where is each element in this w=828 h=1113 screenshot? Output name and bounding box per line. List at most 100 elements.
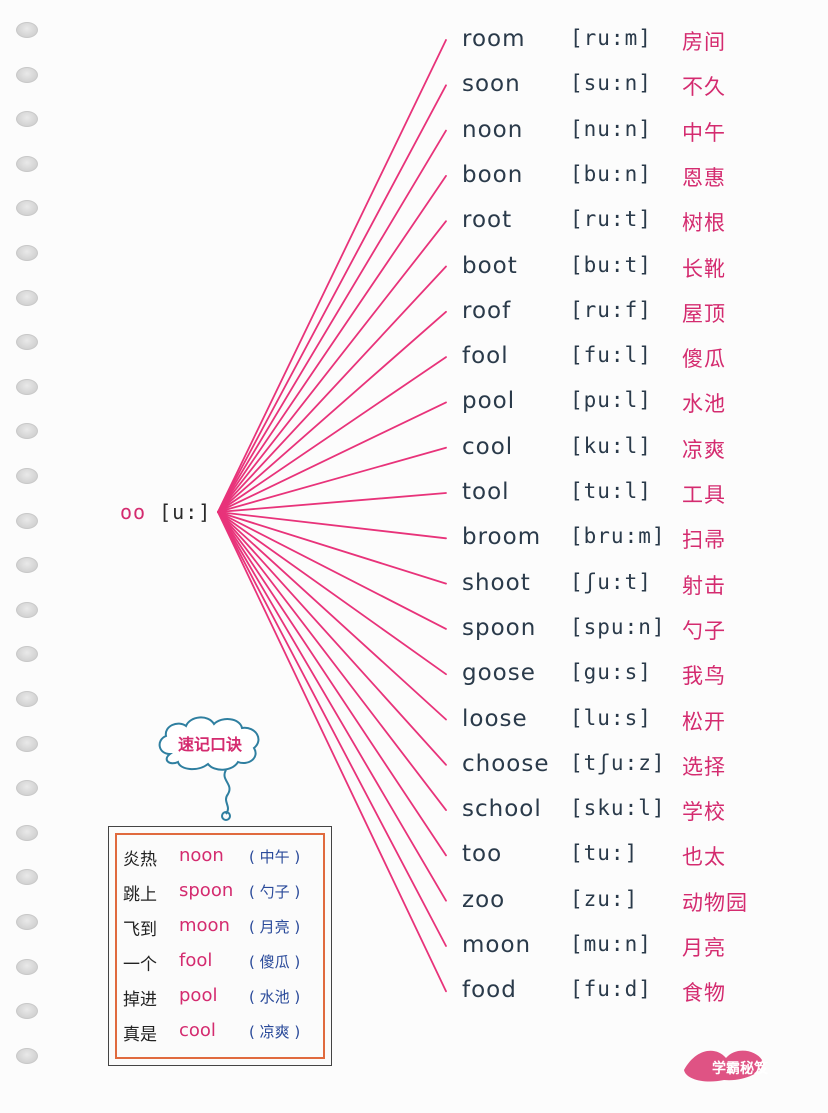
- root-phonetic: [u:]: [159, 500, 212, 524]
- mnemonic-line: 真是 cool ( 凉爽 ): [123, 1020, 323, 1050]
- word-text: tool: [462, 479, 510, 505]
- root-sound-label: oo [u:]: [120, 500, 211, 524]
- connector-line: [217, 511, 447, 630]
- word-meaning: 松开: [682, 709, 726, 734]
- word-row: goose [gu:s] 我鸟: [462, 660, 822, 694]
- word-row: school [sku:l] 学校: [462, 796, 822, 830]
- connector-line: [217, 129, 447, 513]
- word-phonetic: [mu:n]: [570, 932, 652, 956]
- connector-line: [217, 174, 447, 513]
- binder-hole: [16, 289, 38, 306]
- word-phonetic: [gu:s]: [570, 660, 652, 685]
- connector-line: [217, 511, 447, 540]
- word-text: cool: [462, 433, 514, 460]
- binder-hole: [16, 1047, 38, 1064]
- mnemonic-gloss: ( 勺子 ): [249, 883, 301, 901]
- binder-hole: [16, 200, 38, 217]
- connector-line: [217, 220, 447, 513]
- word-phonetic: [tʃu:z]: [570, 750, 666, 775]
- word-text: noon: [462, 116, 524, 143]
- mnemonic-box: 炎热 noon ( 中午 ) 跳上 spoon ( 勺子 ) 飞到 moon ( 月亮 ) 一个 f…: [108, 826, 332, 1066]
- binder-hole: [16, 66, 38, 83]
- word-meaning: 月亮: [682, 936, 726, 960]
- mnemonic-en: moon: [179, 915, 230, 936]
- mnemonic-line: 炎热 noon ( 中午 ): [123, 845, 323, 875]
- binder-hole: [16, 378, 38, 395]
- mnemonic-line: 跳上 spoon ( 勺子 ): [123, 880, 323, 910]
- word-meaning: 扫帚: [682, 528, 726, 553]
- binder-hole: [16, 691, 38, 707]
- word-meaning: 射击: [682, 573, 726, 598]
- word-text: zoo: [462, 886, 506, 913]
- mnemonic-gloss: ( 傻瓜 ): [249, 953, 301, 971]
- word-phonetic: [sku:l]: [570, 796, 666, 821]
- word-text: food: [462, 977, 517, 1004]
- word-phonetic: [ru:f]: [570, 297, 652, 322]
- mnemonic-cn: 飞到: [123, 920, 157, 940]
- connector-line: [217, 356, 447, 513]
- word-row: loose [lu:s] 松开: [462, 706, 822, 740]
- connector-line: [217, 511, 447, 766]
- word-meaning: 恩惠: [682, 165, 726, 190]
- word-phonetic: [nu:n]: [570, 116, 652, 141]
- mnemonic-gloss: ( 水池 ): [249, 988, 301, 1006]
- mnemonic-box-inner: [115, 833, 325, 1059]
- word-row: spoon [spu:n] 勺子: [462, 615, 822, 649]
- word-row: fool [fu:l] 傻瓜: [462, 343, 822, 377]
- binder-hole: [16, 245, 38, 261]
- mnemonic-gloss: ( 凉爽 ): [249, 1023, 301, 1041]
- word-row: room [ru:m] 房间: [462, 26, 822, 60]
- connector-line: [217, 310, 447, 513]
- word-meaning: 水池: [682, 392, 726, 417]
- word-phonetic: [ʃu:t]: [570, 569, 652, 594]
- word-phonetic: [ku:l]: [570, 433, 652, 458]
- word-phonetic: [ru:t]: [570, 207, 652, 232]
- binder-hole: [16, 869, 38, 886]
- binder-hole: [16, 601, 38, 618]
- word-row: cool [ku:l] 凉爽: [462, 434, 822, 468]
- word-text: shoot: [462, 569, 531, 596]
- mnemonic-cn: 一个: [123, 955, 157, 975]
- word-meaning: 傻瓜: [682, 347, 726, 372]
- connector-line: [217, 511, 447, 676]
- watermark: 学霸秘笈: [676, 1040, 806, 1086]
- binder-hole: [16, 824, 38, 841]
- connector-line: [217, 84, 447, 513]
- word-meaning: 选择: [682, 754, 726, 779]
- word-row: tool [tu:l] 工具: [462, 479, 822, 513]
- word-text: room: [462, 26, 526, 52]
- word-meaning: 房间: [682, 30, 726, 54]
- connector-line: [217, 511, 447, 585]
- word-meaning: 凉爽: [682, 437, 726, 462]
- word-row: too [tu:] 也太: [462, 841, 822, 875]
- word-meaning: 不久: [682, 75, 726, 100]
- word-phonetic: [fu:d]: [570, 977, 652, 1002]
- mnemonic-line: 飞到 moon ( 月亮 ): [123, 915, 323, 945]
- mnemonic-cn: 掉进: [123, 990, 157, 1010]
- word-row: choose [tʃu:z] 选择: [462, 751, 822, 785]
- word-text: boot: [462, 252, 518, 279]
- binder-hole: [16, 155, 38, 172]
- word-row: shoot [ʃu:t] 射击: [462, 570, 822, 604]
- mnemonic-en: fool: [179, 950, 213, 971]
- word-text: school: [462, 796, 542, 823]
- cloud-icon: [158, 716, 260, 771]
- word-text: soon: [462, 71, 521, 98]
- mnemonic-en: pool: [179, 985, 218, 1006]
- word-meaning: 我鸟: [682, 664, 726, 689]
- word-phonetic: [su:n]: [570, 71, 652, 96]
- connector-line: [217, 446, 447, 513]
- word-phonetic: [ru:m]: [570, 26, 652, 50]
- word-phonetic: [bu:n]: [570, 161, 652, 186]
- mnemonic-en: spoon: [179, 880, 234, 901]
- connector-line: [217, 511, 447, 721]
- word-row: roof [ru:f] 屋顶: [462, 298, 822, 332]
- connector-line: [217, 511, 447, 993]
- word-row: food [fu:d] 食物: [462, 977, 822, 1011]
- word-phonetic: [bu:t]: [570, 252, 652, 277]
- binder-hole: [16, 735, 38, 752]
- binder-holes: [0, 0, 60, 1113]
- binder-hole: [16, 914, 38, 930]
